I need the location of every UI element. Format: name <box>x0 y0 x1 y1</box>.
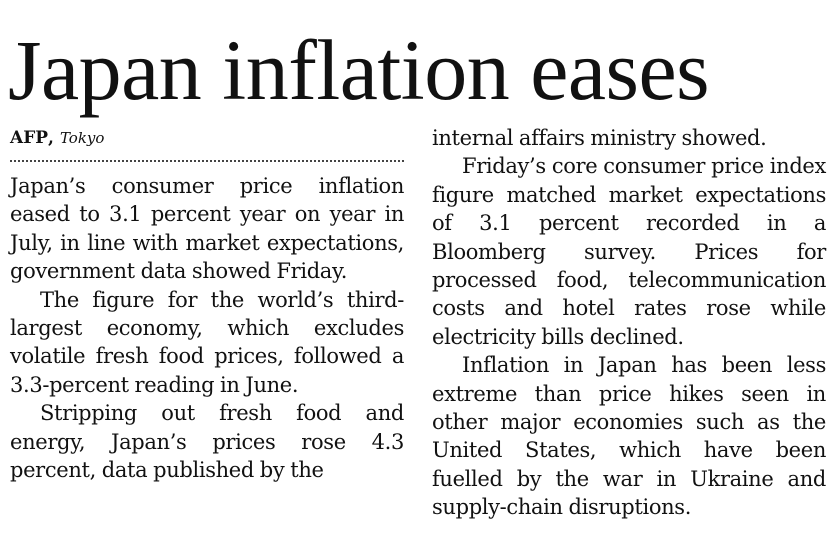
article-column-left: AFP, Tokyo Japan’s consumer price inflat… <box>10 124 404 484</box>
paragraph-lead: Japan’s consumer price inflation eased t… <box>10 174 404 284</box>
paragraph: The figure for the world’s third-largest… <box>10 287 404 397</box>
headline: Japan inflation eases <box>8 22 710 118</box>
paragraph: Inflation in Japan has been less extreme… <box>432 353 826 520</box>
byline-agency: AFP <box>10 128 49 148</box>
byline-location: Tokyo <box>59 129 105 147</box>
paragraph: Friday’s core consumer price index figur… <box>432 154 826 349</box>
byline: AFP, Tokyo <box>10 124 404 152</box>
paragraph: Stripping out fresh food and energy, Jap… <box>10 401 404 483</box>
byline-separator: , <box>48 128 54 148</box>
paragraph-continued: internal affairs ministry showed. <box>432 126 767 150</box>
byline-divider <box>10 160 404 162</box>
article-column-right: internal affairs ministry showed. Friday… <box>432 124 826 522</box>
